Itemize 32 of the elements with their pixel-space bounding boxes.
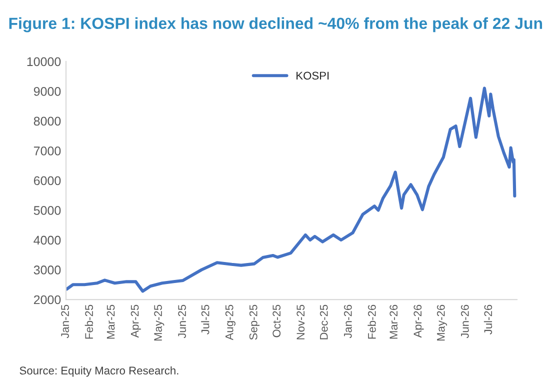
x-tick-label: Jul-25 (201, 304, 210, 334)
x-tick-label: Aug-25 (225, 304, 236, 340)
x-tick-label: Oct-25 (272, 304, 281, 338)
x-tick-label: Feb-26 (368, 304, 376, 339)
x-tick-label: Dec-25 (320, 304, 328, 340)
line-series (66, 86, 516, 293)
y-tick-label: 3000 (34, 266, 61, 274)
y-tick-label: 9000 (34, 87, 61, 96)
y-tick-label: 6000 (34, 176, 61, 186)
x-tick-label: Mar-26 (390, 304, 398, 339)
x-tick-label: Nov-25 (296, 304, 305, 340)
x-tick-label: Apr-25 (130, 304, 141, 338)
x-tick-label: Jun-25 (178, 304, 186, 338)
x-tick-label: May-26 (436, 304, 448, 341)
x-tick-label: Jan-25 (61, 304, 69, 338)
x-tick-label: Jun-26 (460, 304, 469, 338)
x-tick-label: Sep-25 (249, 304, 260, 340)
x-tick-label: Apr-26 (414, 304, 424, 338)
x-tick-label: Jul-26 (484, 304, 492, 334)
y-tick-label: 8000 (34, 116, 61, 126)
source-note: Source: Equity Macro Research. (20, 366, 178, 377)
x-tick-label: Jan-26 (344, 304, 352, 338)
y-tick-label: 7000 (34, 146, 61, 156)
y-tick-label: 2000 (34, 295, 61, 304)
legend-label: KOSPI (296, 72, 329, 80)
y-tick-label: 4000 (34, 236, 61, 245)
y-tick-label: 5000 (34, 206, 61, 215)
x-tick-label: May-25 (154, 304, 164, 341)
x-tick-label: Feb-25 (84, 304, 94, 339)
y-tick-label: 10000 (27, 57, 61, 66)
x-tick-label: Mar-25 (106, 304, 115, 339)
chart-title: Figure 1: KOSPI index has now declined ~40% from the peak of 22 Jun (9, 17, 542, 32)
